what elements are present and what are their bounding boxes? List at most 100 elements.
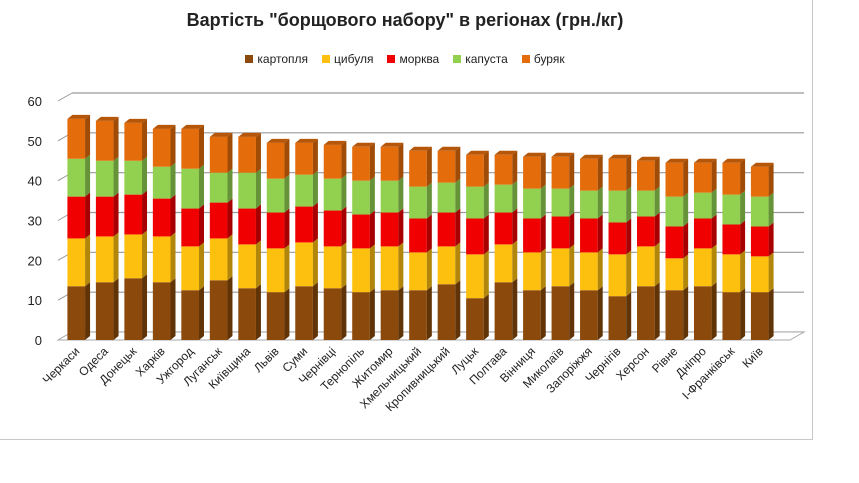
bar-segment-буряк [580, 158, 598, 191]
bar-side [142, 156, 148, 195]
bar-side [740, 190, 746, 225]
bar-side [426, 214, 432, 253]
bar-side [740, 220, 746, 255]
bar-segment-капуста [266, 178, 285, 213]
bar-side [198, 164, 204, 209]
bar-top [266, 138, 290, 143]
bar-segment-морква [295, 206, 313, 243]
bar-segment-цибуля [67, 238, 86, 287]
bar-side [369, 244, 375, 293]
bar-side [597, 248, 603, 291]
bar-segment-картопля [238, 288, 256, 340]
bar-side [483, 214, 489, 255]
bar-segment-буряк [551, 156, 570, 189]
bar-side [255, 168, 261, 209]
bar-segment-капуста [352, 180, 370, 215]
bar-side [198, 286, 204, 340]
bar-segment-картопля [608, 296, 627, 340]
bar-side [426, 182, 432, 219]
bar-side [284, 174, 290, 213]
bar-segment-буряк [437, 150, 456, 183]
bar-segment-капуста [437, 182, 456, 213]
bar-side [198, 242, 204, 291]
bar-segment-буряк [665, 162, 684, 197]
bar-segment-цибуля [523, 252, 541, 291]
bar-side [512, 150, 518, 185]
bar-side [227, 132, 233, 173]
bar-side [341, 242, 347, 289]
bar-top [665, 158, 689, 163]
bar-side [341, 174, 347, 211]
bar-segment-картопля [95, 282, 114, 340]
bar-segment-морква [494, 212, 513, 245]
bar-top [380, 142, 404, 147]
bar-segment-цибуля [95, 236, 114, 283]
bar-segment-морква [380, 212, 399, 247]
bar-side [369, 176, 375, 215]
bar-side [113, 156, 119, 197]
bar-segment-буряк [323, 144, 342, 179]
bar-side [341, 140, 347, 179]
bar-side [85, 192, 91, 239]
bar-side [654, 156, 660, 191]
bar-segment-картопля [722, 292, 741, 340]
bar-segment-морква [323, 210, 342, 247]
bar-segment-капуста [665, 196, 684, 227]
bar-side [483, 294, 489, 340]
bar-side [483, 250, 489, 299]
bar-side [113, 192, 119, 237]
bar-side [683, 158, 689, 197]
bar-segment-картопля [580, 290, 598, 340]
bar-segment-морква [181, 208, 199, 247]
bar-segment-цибуля [437, 246, 456, 285]
bar-segment-цибуля [380, 246, 399, 291]
bar-side [569, 152, 575, 189]
bar-side [711, 188, 717, 219]
bar-side [626, 154, 632, 191]
bar-segment-морква [152, 198, 171, 237]
bar-segment-морква [665, 226, 684, 259]
bar-side [654, 212, 660, 247]
bar-segment-цибуля [295, 242, 313, 287]
bar-segment-буряк [238, 136, 256, 173]
bar-top [722, 158, 746, 163]
bar-side [255, 132, 261, 173]
bar-side [597, 186, 603, 219]
bar-side [227, 234, 233, 281]
bar-top [124, 118, 148, 123]
bar-side [768, 192, 774, 227]
bar-segment-цибуля [580, 252, 598, 291]
bar-side [398, 142, 404, 181]
bar-segment-картопля [380, 290, 399, 340]
bar-side [398, 286, 404, 340]
bar-segment-картопля [152, 282, 171, 340]
bar-side [540, 184, 546, 219]
legend-swatch [245, 55, 254, 63]
bar-segment-морква [551, 216, 570, 249]
bar-segment-цибуля [323, 246, 342, 289]
legend-item: цибуля [322, 52, 373, 66]
bar-side [540, 152, 546, 189]
bar-segment-цибуля [750, 256, 769, 293]
bar-segment-буряк [409, 150, 427, 187]
x-tick-label: Київ [739, 344, 765, 370]
bar-segment-картопля [266, 292, 285, 340]
bar-segment-буряк [95, 120, 114, 161]
bar-segment-картопля [523, 290, 541, 340]
bar-segment-буряк [750, 166, 769, 197]
bar-side [426, 248, 432, 291]
bar-side [711, 158, 717, 193]
bar-side [142, 274, 148, 340]
bar-side [512, 208, 518, 245]
bar-segment-морква [608, 222, 627, 255]
bar-side [569, 184, 575, 217]
bar-segment-картопля [67, 286, 86, 340]
bar-side [341, 206, 347, 247]
bar-top [750, 162, 774, 167]
bar-segment-буряк [380, 146, 399, 181]
bar-side [369, 210, 375, 249]
bar-side [683, 192, 689, 227]
bar-segment-буряк [67, 118, 86, 159]
bar-side [426, 146, 432, 187]
bar-side [540, 286, 546, 340]
